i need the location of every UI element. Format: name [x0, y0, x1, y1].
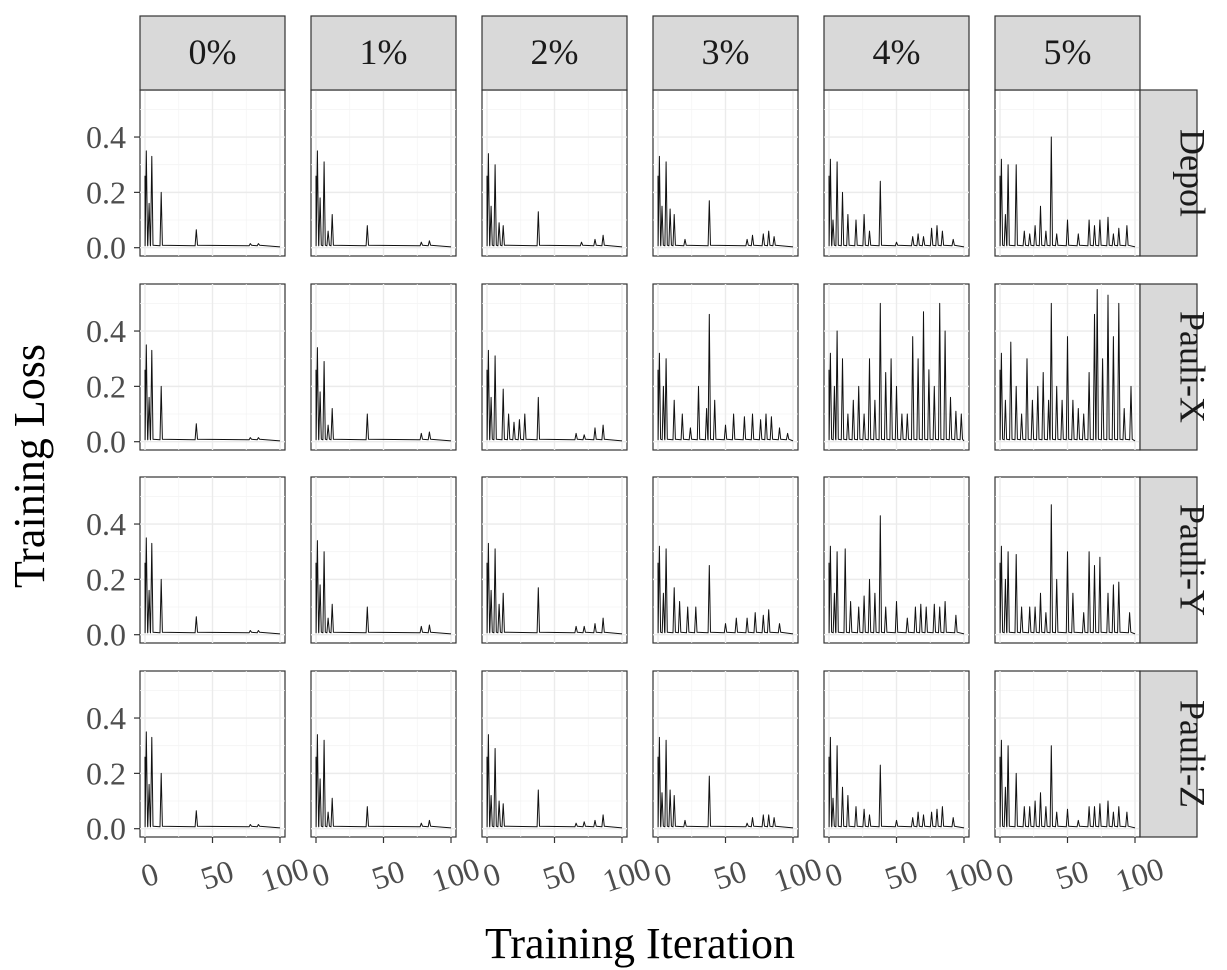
series-line-depol-2pct — [486, 153, 623, 248]
y-tick-label: 0.2 — [86, 755, 126, 791]
x-tick-label: 0 — [991, 855, 1017, 894]
facet-column-label: 0% — [189, 32, 237, 72]
facet-strip-col — [823, 15, 970, 91]
y-tick-label: 0.2 — [86, 561, 126, 597]
y-tick-label: 0.0 — [86, 230, 126, 266]
series-line-depol-4pct — [828, 158, 965, 248]
facet-strip-row — [1139, 476, 1198, 644]
y-tick-label: 0.4 — [86, 700, 126, 736]
y-tick-label: 0.0 — [86, 811, 126, 847]
series-line-pauli-z-4pct — [828, 736, 965, 829]
x-tick-label: 50 — [709, 852, 751, 896]
series-line-pauli-y-1pct — [315, 540, 452, 635]
grid-layer — [139, 89, 1141, 838]
facet-strip-col — [139, 15, 286, 91]
series-line-pauli-z-1pct — [315, 734, 452, 829]
facet-strip-row — [1139, 89, 1198, 257]
x-tick-label: 0 — [136, 855, 162, 894]
x-tick-label: 100 — [940, 850, 997, 899]
facet-column-label: 1% — [360, 32, 408, 72]
y-tick-label: 0.0 — [86, 424, 126, 460]
series-layer — [144, 136, 1136, 829]
series-line-pauli-x-5pct — [999, 289, 1136, 442]
y-tick-label: 0.2 — [86, 368, 126, 404]
y-tick-label: 0.4 — [86, 506, 126, 542]
x-tick-label: 100 — [598, 850, 655, 899]
series-line-pauli-z-5pct — [999, 739, 1136, 829]
series-line-pauli-y-3pct — [657, 545, 794, 635]
x-tick-label: 0 — [820, 855, 846, 894]
series-line-pauli-x-1pct — [315, 347, 452, 442]
x-tick-label: 50 — [367, 852, 409, 896]
facet-row-label: Depol — [1173, 129, 1213, 217]
facet-column-label: 5% — [1044, 32, 1092, 72]
y-tick-label: 0.4 — [86, 119, 126, 155]
facet-column-label: 2% — [531, 32, 579, 72]
strips-layer: 0% 1% 2% 3% 4% 5% Depol Pauli-X Pauli-Y Pauli-Z — [139, 15, 1213, 838]
facet-strip-row — [1139, 670, 1198, 838]
facet-column-label: 3% — [702, 32, 750, 72]
series-line-depol-1pct — [315, 150, 452, 248]
x-tick-label: 0 — [649, 855, 675, 894]
series-line-pauli-x-4pct — [828, 302, 965, 442]
facet-row-label: Pauli-X — [1173, 311, 1213, 423]
series-line-pauli-x-2pct — [486, 349, 623, 442]
series-line-depol-5pct — [999, 136, 1136, 248]
x-tick-label: 100 — [1111, 850, 1168, 899]
y-tick-label: 0.0 — [86, 617, 126, 653]
series-line-pauli-y-5pct — [999, 504, 1136, 635]
x-tick-label: 100 — [256, 850, 313, 899]
series-line-pauli-z-0pct — [144, 731, 281, 829]
y-tick-label: 0.2 — [86, 174, 126, 210]
x-tick-label: 50 — [1051, 852, 1093, 896]
facet-strip-row — [1139, 283, 1198, 451]
series-line-pauli-x-3pct — [657, 313, 794, 442]
x-tick-label: 0 — [478, 855, 504, 894]
facet-strip-col — [652, 15, 799, 91]
facet-strip-col — [310, 15, 457, 91]
y-axis-title: Training Loss — [5, 344, 54, 588]
facet-row-label: Pauli-Y — [1173, 504, 1213, 616]
series-line-pauli-z-3pct — [657, 736, 794, 829]
y-tick-label: 0.4 — [86, 313, 126, 349]
series-line-pauli-y-4pct — [828, 515, 965, 635]
x-tick-label: 100 — [769, 850, 826, 899]
facet-column-label: 4% — [873, 32, 921, 72]
x-axis-title: Training Iteration — [485, 919, 795, 968]
series-line-pauli-z-2pct — [486, 734, 623, 829]
series-line-pauli-y-2pct — [486, 542, 623, 635]
x-tick-label: 50 — [196, 852, 238, 896]
series-line-depol-0pct — [144, 150, 281, 248]
series-line-pauli-x-0pct — [144, 344, 281, 442]
x-tick-label: 100 — [427, 850, 484, 899]
facet-strip-col — [481, 15, 628, 91]
series-line-pauli-y-0pct — [144, 537, 281, 635]
series-line-depol-3pct — [657, 155, 794, 248]
x-tick-label: 0 — [307, 855, 333, 894]
x-tick-label: 50 — [880, 852, 922, 896]
x-tick-label: 50 — [538, 852, 580, 896]
facet-strip-col — [994, 15, 1141, 91]
facet-row-label: Pauli-Z — [1173, 700, 1213, 808]
